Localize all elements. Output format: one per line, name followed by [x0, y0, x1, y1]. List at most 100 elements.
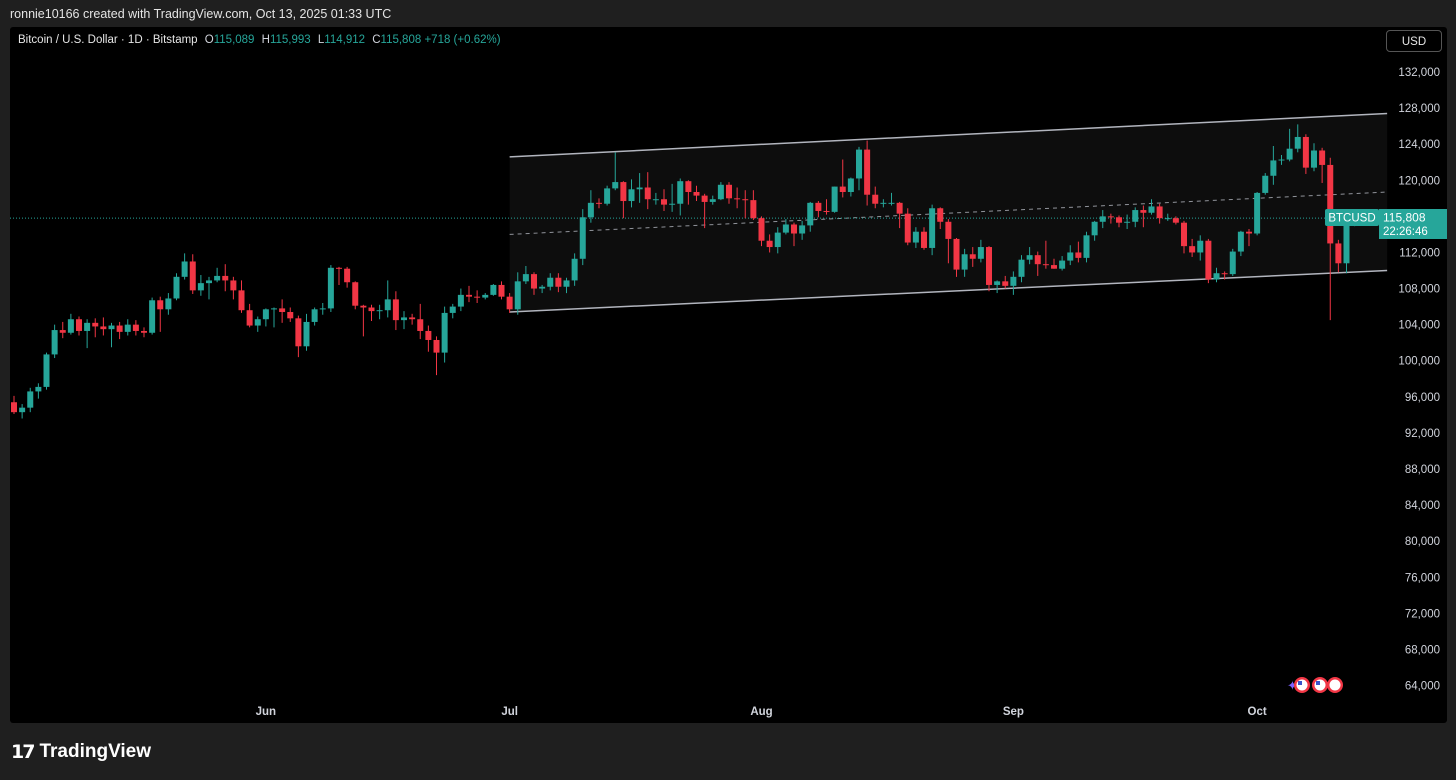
candle — [945, 219, 952, 264]
candle — [1213, 267, 1220, 283]
candle-body — [644, 187, 651, 200]
candle-body — [880, 202, 887, 204]
candle-body — [1335, 243, 1342, 264]
candle-body — [238, 290, 245, 311]
candle-body — [1270, 160, 1277, 176]
candle-body — [409, 317, 416, 320]
candle-body — [994, 281, 1001, 285]
chart-panel[interactable]: 64,000 68,000 72,000 76,000 80,000 84,000 88,0… — [10, 27, 1447, 723]
parallel-channel[interactable] — [509, 112, 1388, 313]
candle — [295, 315, 302, 358]
candle-body — [368, 307, 375, 312]
candle — [327, 265, 334, 313]
currency-button[interactable]: USD — [1386, 30, 1442, 52]
candle-body — [1042, 264, 1049, 266]
candle — [482, 293, 489, 300]
candle — [1254, 192, 1261, 236]
us-flag-icon[interactable] — [1329, 679, 1341, 691]
candle — [1067, 245, 1074, 266]
time-tick-label: Sep — [1003, 706, 1024, 718]
candle-body — [246, 310, 253, 326]
candle — [84, 319, 91, 349]
candle-body — [1010, 276, 1017, 286]
candle-body — [1164, 218, 1171, 220]
candle-body — [709, 199, 716, 202]
candle-body — [921, 231, 927, 248]
candle — [149, 297, 156, 335]
candle-body — [677, 181, 684, 204]
candle — [43, 352, 50, 390]
price-tick-label: 76,000 — [1405, 572, 1440, 584]
open-key: O — [204, 34, 214, 46]
candle-body — [839, 186, 846, 193]
candle-body — [51, 330, 58, 355]
candles — [11, 124, 1358, 419]
time-axis[interactable]: Jun Jul Aug Sep Oct — [256, 706, 1267, 718]
candle — [847, 177, 854, 197]
candle-body — [295, 318, 302, 347]
candle — [766, 234, 773, 253]
candle — [628, 179, 635, 208]
price-axis[interactable]: 64,000 68,000 72,000 76,000 80,000 84,000 88,0… — [1398, 67, 1440, 693]
candle — [709, 195, 716, 205]
candle-body — [336, 267, 342, 269]
last-price-badge — [1379, 209, 1447, 239]
candle — [1099, 210, 1106, 229]
candle — [839, 159, 846, 198]
candle — [1124, 214, 1131, 230]
candle — [1319, 147, 1326, 183]
candle — [490, 284, 497, 296]
candlestick-chart[interactable]: 64,000 68,000 72,000 76,000 80,000 84,000 88,0… — [10, 27, 1447, 723]
candle — [35, 383, 42, 399]
candle — [815, 201, 822, 218]
candle-body — [327, 267, 334, 309]
channel-upper-line[interactable] — [509, 112, 1388, 158]
price-tick-label: 100,000 — [1398, 356, 1440, 368]
candle-body — [1294, 136, 1301, 149]
candle — [880, 199, 887, 208]
candle — [831, 186, 838, 213]
symbol-legend[interactable]: Bitcoin / U.S. Dollar · 1D · Bitstamp O1… — [18, 34, 501, 46]
candle — [977, 239, 984, 263]
sparkle-icon[interactable]: ✦ — [1287, 678, 1298, 693]
candle-body — [1181, 222, 1187, 247]
candle-body — [758, 218, 765, 241]
candle — [961, 248, 968, 277]
candle — [1246, 229, 1252, 247]
candle — [742, 190, 749, 219]
channel-lower-line[interactable] — [509, 269, 1388, 313]
candle — [474, 290, 481, 303]
candle — [953, 238, 960, 277]
candle — [791, 222, 797, 247]
close-key: C — [372, 34, 381, 46]
tradingview-logo[interactable]: 17 TradingView — [11, 741, 151, 763]
candle-body — [360, 305, 367, 308]
candle — [1140, 205, 1147, 228]
candle — [1091, 220, 1098, 241]
candle-body — [1059, 260, 1066, 269]
candle — [27, 387, 34, 413]
candle-body — [1221, 273, 1228, 275]
candle — [1335, 239, 1342, 273]
candle — [100, 317, 107, 336]
candle-body — [1197, 240, 1204, 253]
candle — [457, 288, 464, 312]
tradingview-logo-icon: 17 — [11, 741, 35, 763]
candle-body — [612, 182, 619, 189]
channel-middle-line[interactable] — [509, 191, 1388, 235]
candle — [1270, 145, 1277, 185]
candle — [124, 319, 131, 336]
candle-body — [856, 149, 862, 179]
event-markers[interactable]: ✦ — [1287, 677, 1343, 693]
candle-body — [457, 294, 464, 307]
candle — [132, 320, 139, 336]
candle-body — [1172, 218, 1179, 223]
candle-body — [67, 319, 74, 333]
candle — [1051, 258, 1057, 269]
candle-body — [864, 149, 871, 195]
candle — [303, 313, 310, 351]
candle-body — [571, 258, 578, 281]
candle — [59, 321, 66, 339]
candle — [1010, 271, 1017, 295]
candle-body — [344, 268, 351, 283]
